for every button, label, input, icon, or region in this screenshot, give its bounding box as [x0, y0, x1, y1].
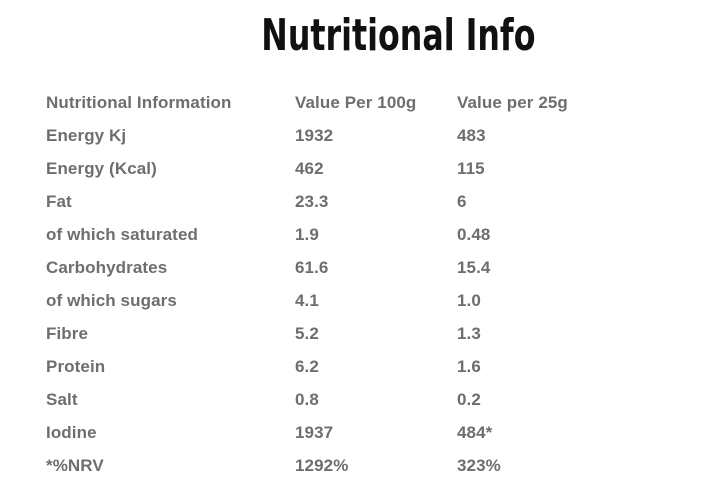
- column-header-value-per-25g: Value per 25g: [457, 92, 568, 112]
- value-per-25g: 323%: [457, 455, 501, 475]
- value-per-25g: 483: [457, 125, 486, 145]
- row-label: Iodine: [46, 422, 97, 442]
- row-label: Energy (Kcal): [46, 158, 157, 178]
- value-per-25g: 1.3: [457, 323, 481, 343]
- value-per-25g: 0.2: [457, 389, 481, 409]
- row-label: of which saturated: [46, 224, 198, 244]
- column-header-nutritional-information: Nutritional Information: [46, 92, 232, 112]
- row-label: Salt: [46, 389, 78, 409]
- value-per-25g: 115: [457, 158, 485, 178]
- row-label: *%NRV: [46, 455, 104, 475]
- value-per-25g: 1.0: [457, 290, 481, 310]
- value-per-100g: 5.2: [295, 323, 319, 343]
- column-header-value-per-100g: Value Per 100g: [295, 92, 417, 112]
- value-per-100g: 61.6: [295, 257, 329, 277]
- row-label: Carbohydrates: [46, 257, 168, 277]
- value-per-100g: 4.1: [295, 290, 319, 310]
- value-per-25g: 15.4: [457, 257, 491, 277]
- row-label: Fibre: [46, 323, 89, 343]
- value-per-100g: 1292%: [295, 455, 349, 475]
- value-per-25g: 1.6: [457, 356, 481, 376]
- value-per-100g: 1.9: [295, 224, 319, 244]
- value-per-100g: 1937: [295, 422, 334, 442]
- value-per-25g: 6: [457, 191, 467, 211]
- value-per-100g: 6.2: [295, 356, 319, 376]
- row-label: Protein: [46, 356, 106, 376]
- value-per-100g: 1932: [295, 125, 334, 145]
- row-label: of which sugars: [46, 290, 177, 310]
- value-per-100g: 0.8: [295, 389, 319, 409]
- value-per-100g: 23.3: [295, 191, 329, 211]
- value-per-25g: 0.48: [457, 224, 491, 244]
- page-title: Nutritional Info: [260, 10, 536, 61]
- value-per-25g: 484*: [457, 422, 493, 442]
- row-label: Energy Kj: [46, 125, 127, 145]
- nutrition-table: Nutritional Information Value Per 100g V…: [46, 86, 637, 482]
- row-label: Fat: [46, 191, 72, 211]
- page-title-container: Nutritional Info: [0, 10, 726, 61]
- value-per-100g: 462: [295, 158, 324, 178]
